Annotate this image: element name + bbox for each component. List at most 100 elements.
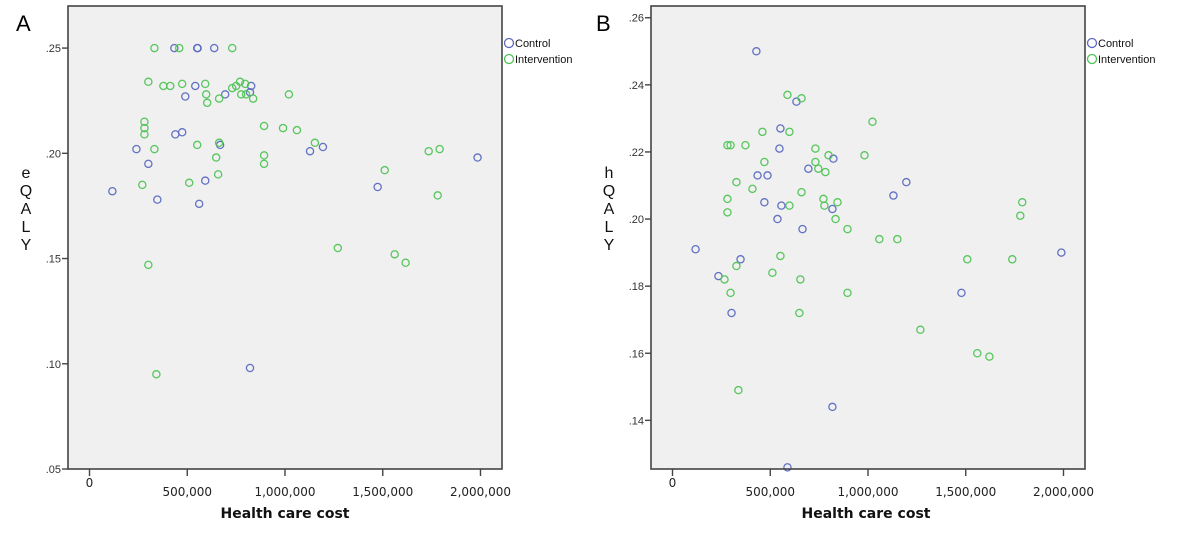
x-tick-label: 1,000,000 bbox=[837, 485, 898, 499]
data-point-intervention bbox=[140, 130, 149, 139]
x-axis-a: 0 500,000 1,000,000 1,500,000 2,000,000 bbox=[86, 469, 511, 499]
data-point-intervention bbox=[868, 117, 877, 127]
plot-area-b bbox=[651, 6, 1085, 469]
data-point-intervention bbox=[152, 370, 161, 379]
data-point-intervention bbox=[140, 117, 149, 127]
data-point-intervention bbox=[795, 308, 804, 318]
y-axis-title-char: Y bbox=[604, 237, 615, 254]
data-point-intervention bbox=[797, 94, 806, 103]
y-tick-label: .20 bbox=[629, 214, 644, 226]
data-point-intervention bbox=[259, 151, 269, 160]
plot-frame bbox=[67, 5, 503, 470]
data-point-control bbox=[177, 128, 187, 137]
data-point-control bbox=[691, 244, 700, 254]
data-point-intervention bbox=[814, 164, 823, 173]
data-point-intervention bbox=[1016, 211, 1025, 220]
data-point-intervention bbox=[278, 123, 288, 133]
data-point-intervention bbox=[796, 275, 805, 284]
legend-marker-intervention bbox=[503, 53, 515, 65]
data-point-intervention bbox=[241, 90, 251, 99]
data-point-intervention bbox=[985, 352, 994, 361]
data-point-intervention bbox=[760, 157, 769, 167]
x-tick-label: 2,000,000 bbox=[1033, 485, 1094, 499]
y-tick-label: .05 bbox=[46, 464, 61, 476]
legend-a: Control Intervention bbox=[503, 37, 572, 66]
data-point-intervention bbox=[973, 348, 982, 358]
x-axis-title-a: Health care cost bbox=[221, 506, 350, 522]
y-axis-title-char: e bbox=[22, 165, 31, 182]
data-point-intervention bbox=[211, 153, 221, 162]
data-point-intervention bbox=[333, 243, 343, 253]
data-point-intervention bbox=[177, 79, 187, 89]
panel-b: B .14 .16 .18 .20 .22 .24 .26 0 500,000 1,000,00… bbox=[596, 5, 1155, 522]
data-point-intervention bbox=[433, 191, 442, 200]
y-axis-title-char: Q bbox=[20, 183, 32, 200]
data-point-intervention bbox=[783, 90, 792, 100]
data-point-intervention bbox=[214, 94, 224, 103]
data-point-intervention bbox=[284, 90, 294, 99]
data-point-control bbox=[191, 81, 200, 91]
data-point-control bbox=[245, 363, 255, 373]
data-point-control bbox=[804, 164, 813, 173]
points-b bbox=[691, 47, 1066, 472]
legend-b: Control Intervention bbox=[1086, 37, 1155, 66]
data-point-intervention bbox=[732, 261, 741, 271]
data-point-intervention bbox=[292, 125, 302, 135]
data-point-intervention bbox=[184, 178, 194, 188]
legend-marker-control bbox=[503, 37, 515, 49]
y-axis-title-char: A bbox=[21, 201, 32, 218]
data-point-intervention bbox=[720, 275, 729, 284]
data-point-control bbox=[170, 43, 179, 53]
data-point-control bbox=[220, 90, 230, 99]
x-tick-label: 1,500,000 bbox=[352, 485, 413, 499]
data-point-intervention bbox=[259, 159, 269, 169]
data-point-intervention bbox=[860, 151, 869, 160]
data-point-control bbox=[1057, 248, 1066, 257]
data-point-control bbox=[181, 92, 190, 101]
data-point-intervention bbox=[235, 77, 245, 87]
data-point-control bbox=[373, 182, 382, 192]
y-axis-title-char: Y bbox=[21, 237, 32, 254]
legend-label-intervention: Intervention bbox=[515, 54, 572, 66]
x-tick-label: 500,000 bbox=[745, 485, 795, 499]
y-axis-title-char: h bbox=[605, 165, 614, 182]
y-axis-title-char: A bbox=[604, 201, 615, 218]
data-point-intervention bbox=[144, 77, 153, 87]
data-point-intervention bbox=[916, 325, 925, 335]
y-tick-label: .10 bbox=[46, 359, 61, 371]
data-point-intervention bbox=[192, 140, 202, 150]
legend-marker-intervention bbox=[1086, 53, 1098, 65]
data-point-intervention bbox=[875, 234, 884, 244]
data-point-intervention bbox=[213, 170, 223, 179]
data-point-intervention bbox=[380, 165, 389, 175]
data-point-intervention bbox=[732, 177, 741, 187]
data-point-control bbox=[200, 176, 210, 185]
x-tick-label: 500,000 bbox=[162, 485, 212, 499]
data-point-intervention bbox=[797, 187, 806, 197]
data-point-control bbox=[828, 204, 837, 214]
data-point-intervention bbox=[144, 260, 153, 270]
y-axis-title-char: Q bbox=[603, 183, 615, 200]
y-tick-label: .20 bbox=[46, 148, 61, 160]
data-point-intervention bbox=[165, 81, 175, 91]
data-point-intervention bbox=[435, 144, 444, 154]
data-point-control bbox=[798, 224, 807, 234]
panel-a: A .05 .10 .15 .20 .25 0 500,000 1,000,000 1,500… bbox=[16, 5, 572, 522]
data-point-control bbox=[194, 199, 204, 209]
data-point-intervention bbox=[240, 79, 250, 89]
data-point-intervention bbox=[821, 167, 830, 177]
points-a bbox=[108, 43, 482, 379]
data-point-intervention bbox=[776, 251, 785, 261]
y-axis-b: .14 .16 .18 .20 .22 .24 .26 bbox=[629, 13, 651, 427]
data-point-intervention bbox=[811, 144, 820, 153]
x-tick-label: 0 bbox=[669, 476, 677, 490]
data-point-intervention bbox=[390, 250, 399, 259]
x-tick-label: 0 bbox=[86, 476, 94, 490]
x-axis-b: 0 500,000 1,000,000 1,500,000 2,000,000 bbox=[669, 469, 1094, 499]
x-tick-label: 1,000,000 bbox=[254, 485, 315, 499]
data-point-intervention bbox=[150, 144, 159, 154]
y-tick-label: .14 bbox=[629, 415, 644, 427]
data-point-control bbox=[760, 198, 769, 207]
